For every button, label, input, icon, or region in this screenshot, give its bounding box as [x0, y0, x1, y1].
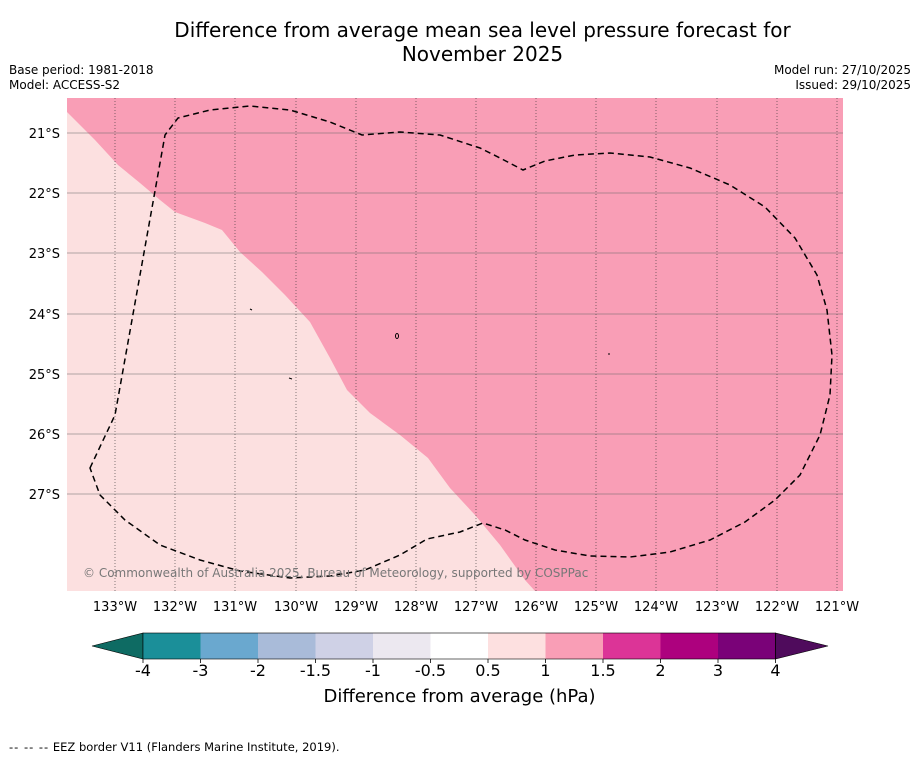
- colorbar-bin: [143, 633, 201, 659]
- issued-date: Issued: 29/10/2025: [795, 78, 911, 92]
- latitude-label: 22°S: [29, 187, 60, 202]
- eez-footnote: -- -- -- EEZ border V11 (Flanders Marine…: [9, 740, 340, 754]
- colorbar-tick-label: -1: [365, 661, 381, 680]
- longitude-label: 128°W: [394, 600, 438, 615]
- colorbar-tick-label: -3: [193, 661, 209, 680]
- colorbar-tick-label: 0.5: [475, 661, 500, 680]
- colorbar-bin: [545, 633, 603, 659]
- latitude-label: 24°S: [29, 308, 60, 323]
- colorbar-bin: [258, 633, 316, 659]
- islands: [249, 308, 610, 380]
- latitude-labels: 21°S 22°S 23°S 24°S 25°S 26°S 27°S: [29, 127, 60, 503]
- chart-title-line1: Difference from average mean sea level p…: [174, 18, 791, 42]
- colorbar-bin: [315, 633, 373, 659]
- island-mark: [395, 333, 399, 339]
- colorbar-tick-label: -2: [250, 661, 266, 680]
- longitude-label: 131°W: [213, 600, 257, 615]
- latitude-label: 23°S: [29, 247, 60, 262]
- longitude-label: 133°W: [93, 600, 137, 615]
- longitude-label: 125°W: [574, 600, 618, 615]
- colorbar-frame: [142, 632, 776, 660]
- longitude-label: 132°W: [153, 600, 197, 615]
- chart-title: Difference from average mean sea level p…: [120, 18, 845, 66]
- model-name: Model: ACCESS-S2: [9, 78, 121, 92]
- dash-legend-symbol: -- -- --: [9, 740, 50, 754]
- colorbar-bin: [488, 633, 546, 659]
- eez-border: [89, 105, 833, 579]
- longitude-label: 127°W: [454, 600, 498, 615]
- latitude-label: 27°S: [29, 488, 60, 503]
- meta-right: Model run: 27/10/2025 Issued: 29/10/2025: [774, 63, 911, 93]
- colorbar-tick-label: -1.5: [300, 661, 331, 680]
- longitude-label: 122°W: [755, 600, 799, 615]
- meta-left: Base period: 1981-2018 Model: ACCESS-S2: [9, 63, 154, 93]
- colorbar-bin: [603, 633, 661, 659]
- eez-footnote-text: EEZ border V11 (Flanders Marine Institut…: [52, 740, 340, 754]
- colorbar-tick-label: 3: [713, 661, 723, 680]
- colorbar-bin: [200, 633, 258, 659]
- longitude-label: 129°W: [334, 600, 378, 615]
- model-run: Model run: 27/10/2025: [773, 63, 911, 77]
- colorbar-tick-label: 1: [540, 661, 550, 680]
- low-anomaly-region: [67, 112, 535, 591]
- colorbar-bin: [430, 633, 488, 659]
- longitude-label: 130°W: [274, 600, 318, 615]
- colorbar-tick-label: -0.5: [415, 661, 446, 680]
- colorbar-tick-label: 1.5: [590, 661, 615, 680]
- longitude-labels: 133°W 132°W 131°W 130°W 129°W 128°W 127°W 126°W…: [93, 600, 859, 615]
- base-period: Base period: 1981-2018: [9, 63, 154, 77]
- graticule: [67, 98, 843, 591]
- colorbar: -4 -3 -2 -1.5 -1 -0.5 0.5 1 1.5 2 3 4: [91, 632, 829, 680]
- colorbar-tick-label: 4: [770, 661, 780, 680]
- colorbar-bin: [718, 633, 776, 659]
- map-area: © Commonwealth of Australia 2025, Bureau…: [67, 98, 843, 591]
- colorbar-bin: [373, 633, 431, 659]
- island-mark: [249, 308, 253, 311]
- copyright-notice: © Commonwealth of Australia 2025, Bureau…: [83, 566, 588, 580]
- colorbar-under-arrow: [91, 632, 144, 660]
- longitude-label: 124°W: [634, 600, 678, 615]
- island-mark: [288, 377, 293, 380]
- latitude-label: 26°S: [29, 428, 60, 443]
- latitude-label: 25°S: [29, 368, 60, 383]
- colorbar-over-arrow: [775, 632, 829, 660]
- latitude-label: 21°S: [29, 127, 60, 142]
- longitude-label: 121°W: [815, 600, 859, 615]
- longitude-label: 126°W: [514, 600, 558, 615]
- colorbar-tick-label: 2: [655, 661, 665, 680]
- colorbar-bin: [660, 633, 718, 659]
- chart-title-line2: November 2025: [401, 42, 564, 66]
- colorbar-tick-label: -4: [135, 661, 151, 680]
- colorbar-label: Difference from average (hPa): [323, 686, 596, 707]
- longitude-label: 123°W: [695, 600, 739, 615]
